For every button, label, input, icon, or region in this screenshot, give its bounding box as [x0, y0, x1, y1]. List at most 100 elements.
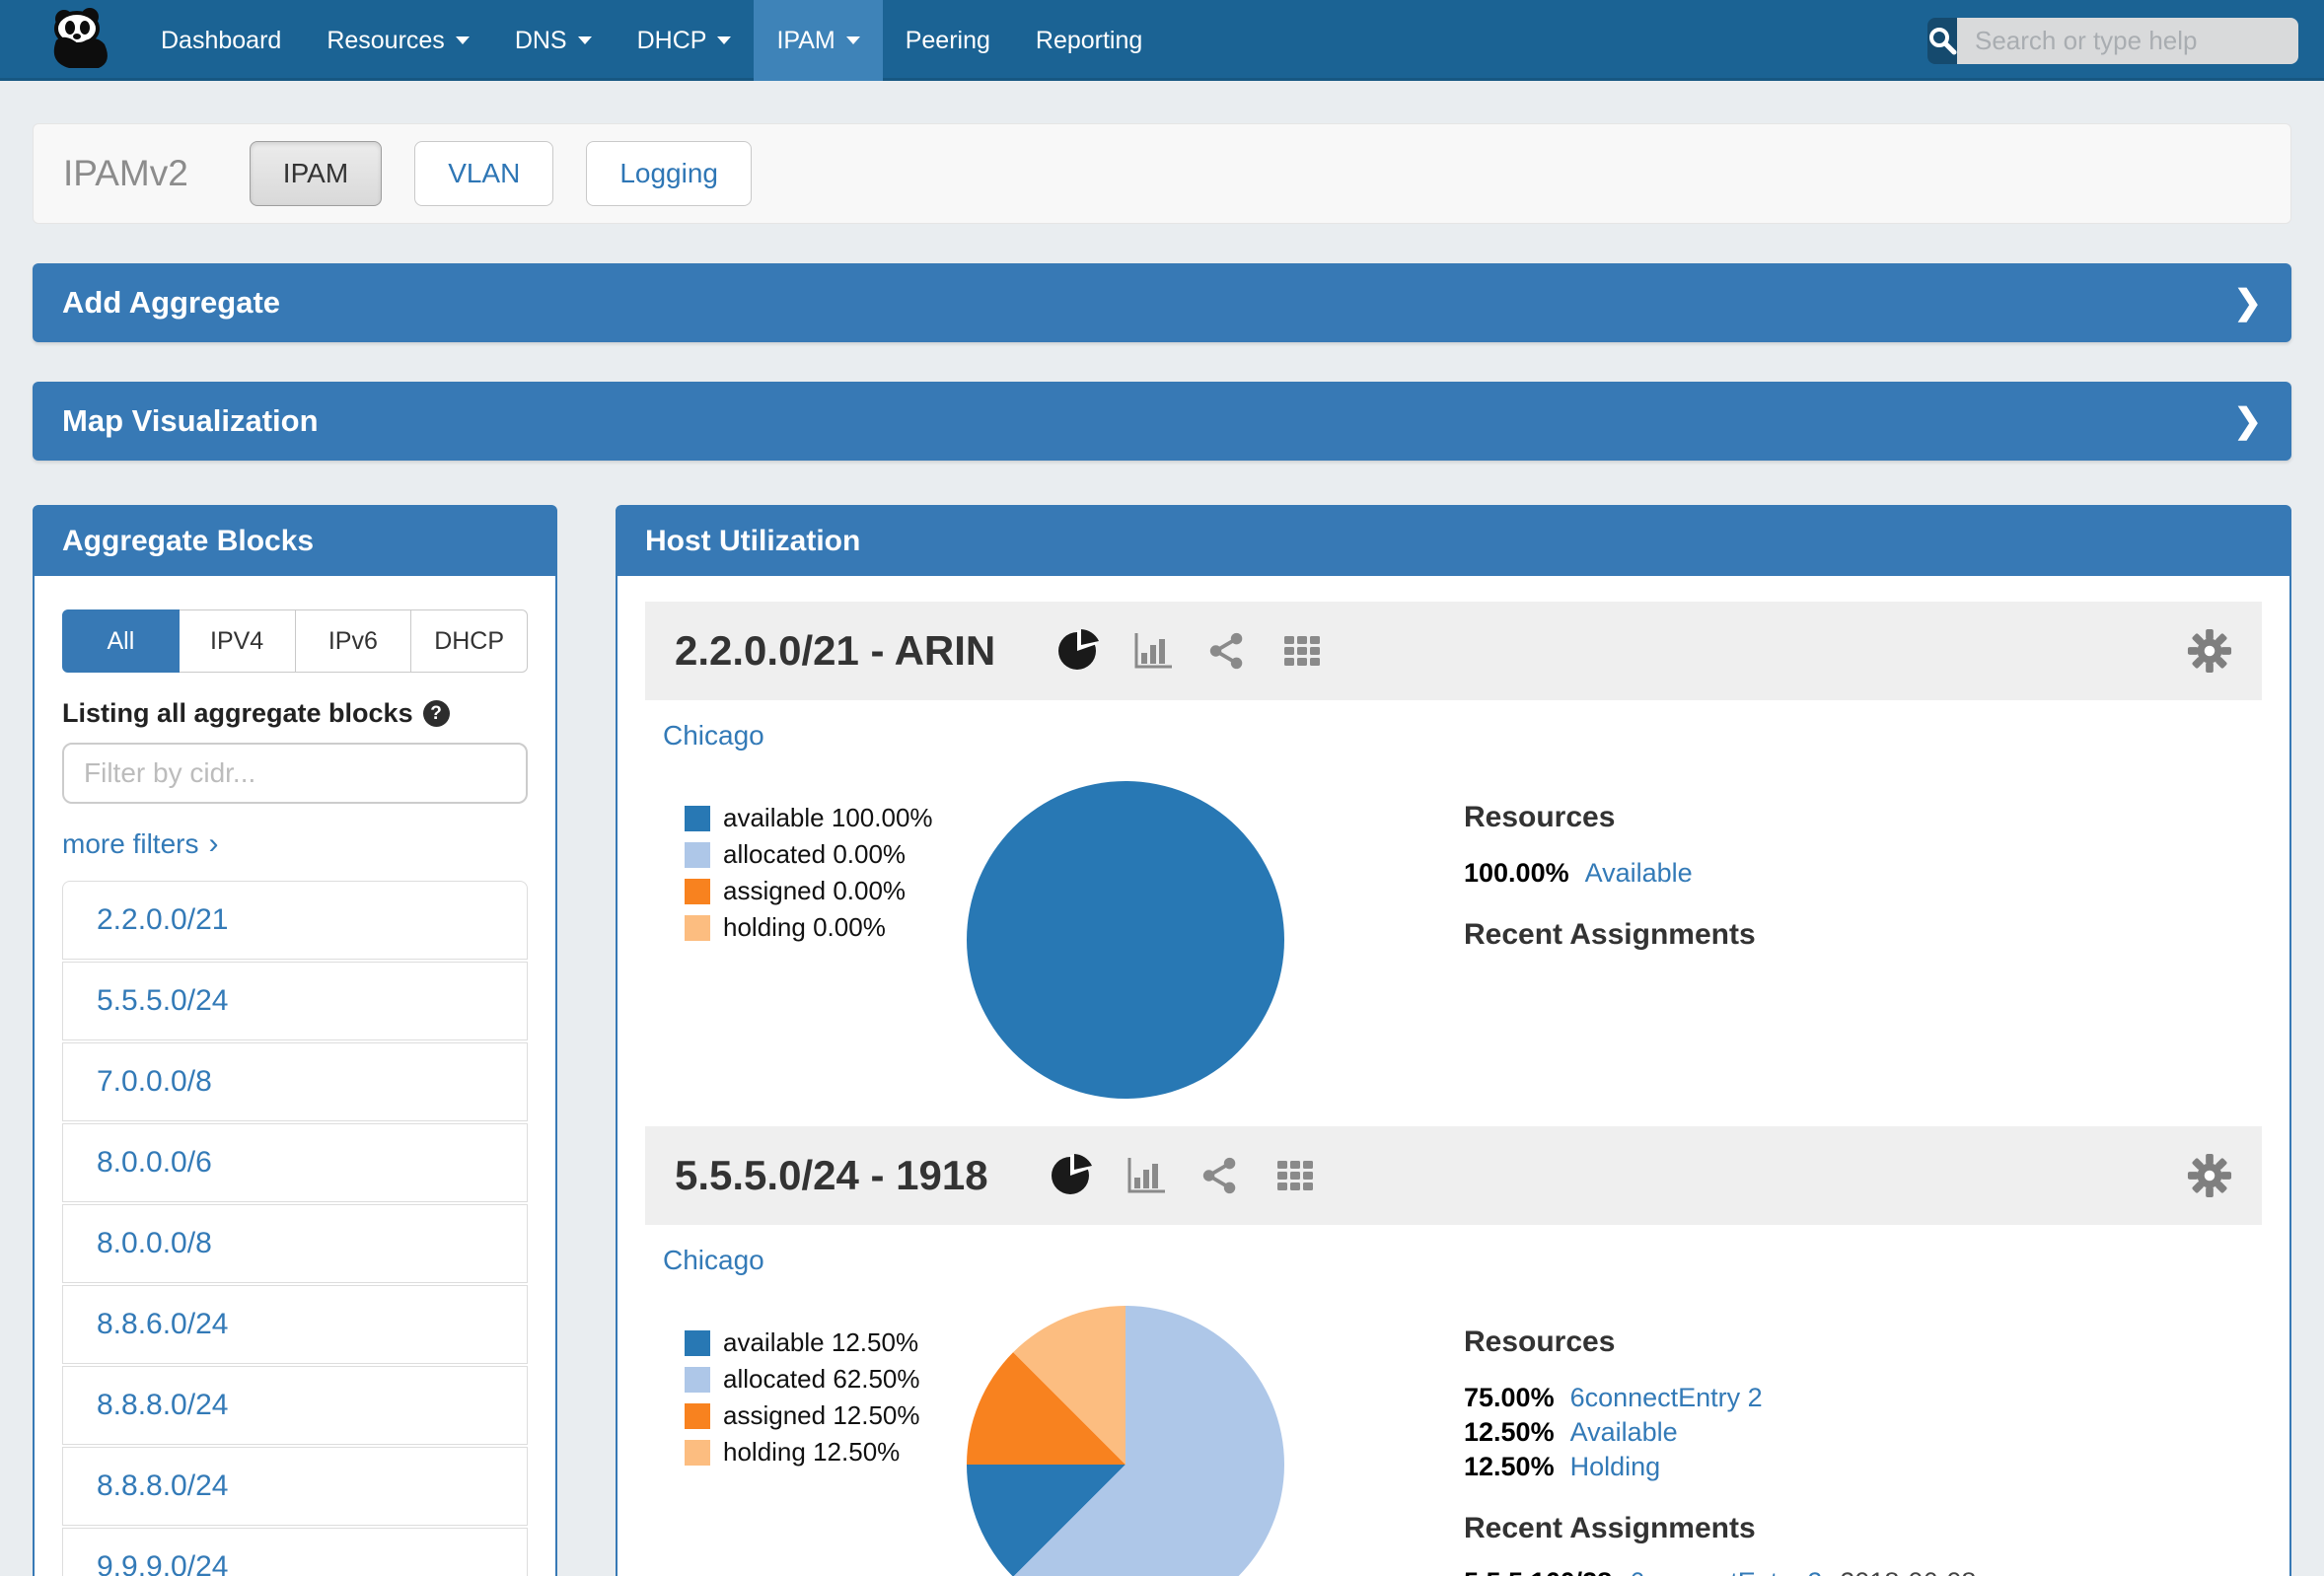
cidr-filter-input[interactable]	[62, 743, 528, 804]
legend-swatch	[685, 1439, 710, 1466]
legend-label: holding 12.50%	[723, 1437, 901, 1467]
legend-swatch	[685, 1329, 710, 1356]
listing-label: Listing all aggregate blocks ?	[62, 698, 528, 729]
resources-title: Resources	[1464, 801, 1616, 833]
nav-label: Reporting	[1035, 26, 1143, 54]
resource-link[interactable]: Available	[1584, 858, 1693, 888]
resource-row: 100.00% Available	[1464, 856, 1756, 891]
top-navbar: Dashboard Resources DNS DHCP IPAM Peerin…	[0, 0, 2324, 81]
nav-item-ipam[interactable]: IPAM	[754, 0, 883, 81]
gear-icon[interactable]	[2187, 628, 2232, 674]
legend-row: assigned 12.50%	[685, 1400, 959, 1431]
legend-label: available 100.00%	[723, 803, 933, 832]
entry-header: 2.2.0.0/21 - ARIN	[645, 602, 2262, 700]
logging-button[interactable]: Logging	[586, 141, 752, 206]
aggregate-blocks-header: Aggregate Blocks	[35, 507, 555, 576]
app-logo[interactable]	[43, 0, 114, 81]
gear-icon[interactable]	[2187, 1153, 2232, 1198]
tab-dhcp[interactable]: DHCP	[411, 609, 528, 673]
grid-icon[interactable]	[1279, 628, 1325, 674]
list-item-cidr[interactable]: 8.0.0.0/6	[62, 1123, 528, 1202]
share-icon[interactable]	[1204, 628, 1250, 674]
aggregate-blocks-panel: Aggregate Blocks All IPV4 IPv6 DHCP List…	[33, 505, 557, 1576]
list-item-cidr[interactable]: 7.0.0.0/8	[62, 1042, 528, 1121]
nav-label: IPAM	[776, 26, 835, 54]
bar-chart-icon[interactable]	[1123, 1153, 1168, 1198]
pie-chart-icon[interactable]	[1048, 1153, 1093, 1198]
recent-assignments-title: Recent Assignments	[1464, 1512, 1756, 1544]
chevron-right-icon: ❯	[2233, 402, 2263, 440]
resource-link[interactable]: Holding	[1569, 1452, 1661, 1481]
resource-link[interactable]: 6connectEntry 2	[1569, 1383, 1763, 1412]
nav-item-dhcp[interactable]: DHCP	[615, 0, 755, 81]
location-link[interactable]: Chicago	[663, 1245, 764, 1275]
search-input[interactable]	[1957, 17, 2298, 64]
share-icon[interactable]	[1198, 1153, 1243, 1198]
resource-row: 75.00% 6connectEntry 2	[1464, 1381, 1976, 1415]
recent-assignment-row: 5.5.5.160/28 6connectEntry 2 2018-06-08	[1464, 1567, 1976, 1576]
add-aggregate-banner[interactable]: Add Aggregate ❯	[33, 263, 2291, 342]
utilization-pie-chart	[967, 1306, 1284, 1576]
legend-label: allocated 0.00%	[723, 839, 907, 869]
global-search	[1927, 17, 2298, 64]
nav-item-dashboard[interactable]: Dashboard	[138, 0, 304, 81]
list-item-cidr[interactable]: 8.8.8.0/24	[62, 1447, 528, 1526]
utilization-entry: 2.2.0.0/21 - ARIN	[645, 602, 2262, 1099]
tab-ipv6[interactable]: IPv6	[295, 609, 412, 673]
resource-link[interactable]: Available	[1569, 1417, 1678, 1447]
utilization-entry: 5.5.5.0/24 - 1918	[645, 1126, 2262, 1576]
legend-swatch	[685, 914, 710, 941]
list-item-cidr[interactable]: 8.8.6.0/24	[62, 1285, 528, 1364]
recent-cidr: 5.5.5.160/28	[1464, 1567, 1612, 1576]
listing-text: Listing all aggregate blocks	[62, 698, 413, 728]
more-filters-link[interactable]: more filters ›	[62, 827, 528, 861]
location-link[interactable]: Chicago	[663, 720, 764, 751]
resources-title: Resources	[1464, 1325, 1616, 1358]
resource-pct: 100.00%	[1464, 858, 1569, 888]
legend-row: available 100.00%	[685, 803, 959, 833]
nav-item-reporting[interactable]: Reporting	[1013, 0, 1165, 81]
caret-down-icon	[577, 36, 592, 44]
entry-title: 2.2.0.0/21 - ARIN	[675, 627, 996, 674]
panda-logo-icon	[43, 7, 114, 75]
nav-item-peering[interactable]: Peering	[883, 0, 1013, 81]
caret-down-icon	[717, 36, 732, 44]
list-item-cidr[interactable]: 2.2.0.0/21	[62, 881, 528, 960]
list-item-cidr[interactable]: 8.8.8.0/24	[62, 1366, 528, 1445]
host-utilization-header: Host Utilization	[617, 507, 2289, 576]
pie-legend: available 12.50% allocated 62.50% assign…	[663, 1306, 959, 1473]
banner-label: Add Aggregate	[62, 285, 281, 320]
nav-item-dns[interactable]: DNS	[492, 0, 615, 81]
tab-ipv4[interactable]: IPV4	[179, 609, 296, 673]
nav-label: Peering	[905, 26, 990, 54]
ipam-button[interactable]: IPAM	[249, 141, 383, 206]
resource-pct: 12.50%	[1464, 1452, 1555, 1481]
help-icon[interactable]: ?	[422, 700, 450, 727]
caret-down-icon	[845, 36, 860, 44]
caret-down-icon	[455, 36, 470, 44]
list-item-cidr[interactable]: 9.9.9.0/24	[62, 1528, 528, 1576]
resources-column: Resources 75.00% 6connectEntry 2 12.50% Av…	[1464, 1306, 1976, 1576]
grid-icon[interactable]	[1272, 1153, 1318, 1198]
search-icon[interactable]	[1927, 17, 1957, 64]
legend-label: available 12.50%	[723, 1327, 919, 1357]
vlan-button[interactable]: VLAN	[414, 141, 554, 206]
bar-chart-icon[interactable]	[1129, 628, 1175, 674]
legend-label: assigned 0.00%	[723, 876, 907, 905]
chevron-right-icon: ❯	[2233, 284, 2263, 322]
nav-label: Dashboard	[161, 26, 282, 54]
map-visualization-banner[interactable]: Map Visualization ❯	[33, 382, 2291, 461]
legend-swatch	[685, 805, 710, 831]
aggregate-block-list: 2.2.0.0/21 5.5.5.0/24 7.0.0.0/8 8.0.0.0/…	[62, 881, 528, 1576]
nav-label: Resources	[327, 26, 445, 54]
list-item-cidr[interactable]: 5.5.5.0/24	[62, 962, 528, 1040]
resource-pct: 12.50%	[1464, 1417, 1555, 1447]
nav-item-resources[interactable]: Resources	[304, 0, 492, 81]
legend-row: holding 12.50%	[685, 1437, 959, 1468]
tab-all[interactable]: All	[62, 609, 180, 673]
pie-chart-icon[interactable]	[1054, 628, 1100, 674]
list-item-cidr[interactable]: 8.0.0.0/8	[62, 1204, 528, 1283]
recent-entry-link[interactable]: 6connectEntry 2	[1630, 1567, 1822, 1576]
page-title: IPAMv2	[63, 153, 188, 193]
